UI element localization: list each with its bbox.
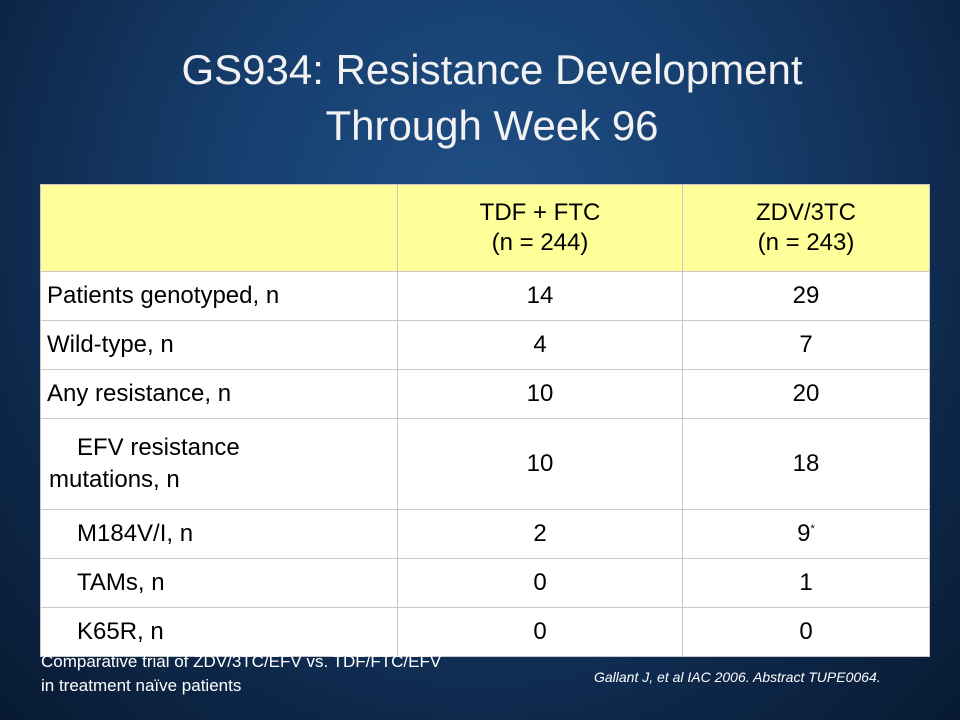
table-row: TAMs, n 0 1 bbox=[40, 558, 930, 608]
cell-zdv-3tc: 1 bbox=[682, 558, 930, 608]
trial-footnote: Comparative trial of ZDV/3TC/EFV vs. TDF… bbox=[41, 650, 441, 698]
row-label: K65R, n bbox=[40, 607, 398, 657]
row-label: TAMs, n bbox=[40, 558, 398, 608]
cell-zdv-3tc: 18 bbox=[682, 418, 930, 510]
table-row: M184V/I, n 2 9* bbox=[40, 509, 930, 559]
table-row: Any resistance, n 10 20 bbox=[40, 369, 930, 419]
cell-value: 9 bbox=[797, 520, 811, 547]
row-label: EFV resistance mutations, n bbox=[40, 418, 398, 510]
cell-zdv-3tc: 20 bbox=[682, 369, 930, 419]
title-line-2: Through Week 96 bbox=[325, 102, 659, 149]
cell-tdf-ftc: 2 bbox=[397, 509, 683, 559]
row-label-line-1: EFV resistance bbox=[77, 434, 240, 461]
row-label: Any resistance, n bbox=[40, 369, 398, 419]
cell-tdf-ftc: 0 bbox=[397, 558, 683, 608]
header-zdv-3tc: ZDV/3TC (n = 243) bbox=[682, 184, 930, 272]
table-row: K65R, n 0 0 bbox=[40, 607, 930, 657]
title-line-1: GS934: Resistance Development bbox=[181, 46, 803, 93]
cell-tdf-ftc: 10 bbox=[397, 369, 683, 419]
cell-zdv-3tc: 29 bbox=[682, 271, 930, 321]
table-row: Wild-type, n 4 7 bbox=[40, 320, 930, 370]
header-zdv-3tc-name: ZDV/3TC bbox=[755, 199, 856, 226]
table-header-row: TDF + FTC (n = 244) ZDV/3TC (n = 243) bbox=[40, 184, 930, 272]
cell-zdv-3tc: 9* bbox=[682, 509, 930, 559]
cell-tdf-ftc: 0 bbox=[397, 607, 683, 657]
row-label-line-2: mutations, n bbox=[49, 466, 180, 493]
cell-tdf-ftc: 10 bbox=[397, 418, 683, 510]
cell-tdf-ftc: 14 bbox=[397, 271, 683, 321]
cell-zdv-3tc: 0 bbox=[682, 607, 930, 657]
header-zdv-3tc-n: (n = 243) bbox=[757, 229, 855, 256]
row-label: Wild-type, n bbox=[40, 320, 398, 370]
cell-zdv-3tc: 7 bbox=[682, 320, 930, 370]
citation: Gallant J, et al IAC 2006. Abstract TUPE… bbox=[594, 669, 881, 685]
row-label: M184V/I, n bbox=[40, 509, 398, 559]
header-corner-cell bbox=[40, 184, 398, 272]
resistance-table: TDF + FTC (n = 244) ZDV/3TC (n = 243) Pa… bbox=[40, 184, 930, 657]
row-label: Patients genotyped, n bbox=[40, 271, 398, 321]
header-tdf-ftc-n: (n = 244) bbox=[491, 229, 589, 256]
cell-tdf-ftc: 4 bbox=[397, 320, 683, 370]
header-tdf-ftc-name: TDF + FTC bbox=[479, 199, 601, 226]
table-row: Patients genotyped, n 14 29 bbox=[40, 271, 930, 321]
slide-title: GS934: Resistance Development Through We… bbox=[0, 42, 960, 154]
header-tdf-ftc: TDF + FTC (n = 244) bbox=[397, 184, 683, 272]
footnote-marker: * bbox=[810, 523, 815, 535]
footnote-line-2: in treatment naïve patients bbox=[41, 676, 242, 695]
footnote-line-1: Comparative trial of ZDV/3TC/EFV vs. TDF… bbox=[41, 652, 442, 671]
table-row: EFV resistance mutations, n 10 18 bbox=[40, 418, 930, 510]
